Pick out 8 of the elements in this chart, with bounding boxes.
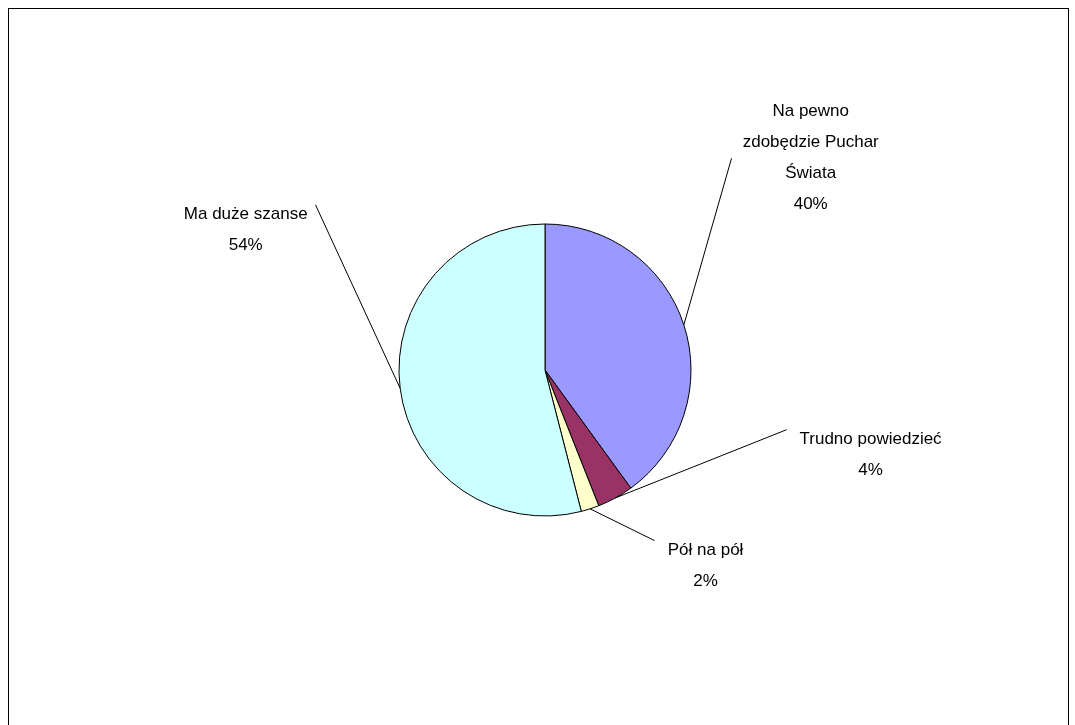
slice-label: Pół na pół <box>667 539 744 559</box>
data-label: 4% <box>858 459 883 479</box>
data-label: 54% <box>228 234 263 254</box>
slice-label: Na pewno zdobędzie Puchar Świata <box>742 101 880 183</box>
slice-label: Ma duże szanse <box>183 203 308 223</box>
data-label: 40% <box>793 194 828 214</box>
data-label: 2% <box>693 570 718 590</box>
slice-label: Trudno powiedzieć <box>799 428 943 448</box>
